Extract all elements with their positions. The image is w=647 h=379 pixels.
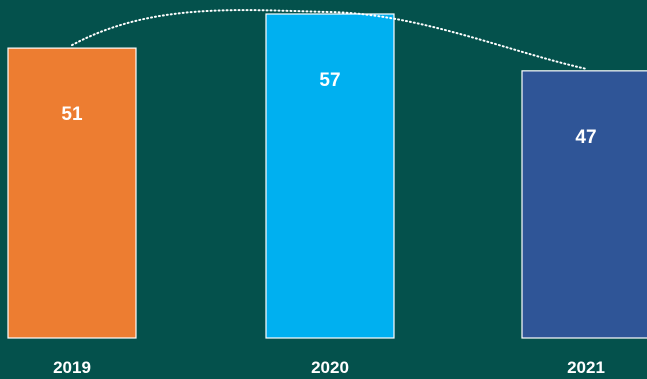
category-label-2019: 2019 <box>53 358 91 377</box>
value-label-2020: 57 <box>319 70 340 91</box>
value-label-2019: 51 <box>61 104 83 125</box>
bar-2020 <box>265 13 395 339</box>
bars-group <box>7 13 647 339</box>
bar-2021 <box>521 70 647 339</box>
value-label-2021: 47 <box>575 127 596 148</box>
value-labels-group: 51 57 47 <box>61 70 596 148</box>
category-label-2021: 2021 <box>567 358 605 377</box>
category-labels-group: 2019 2020 2021 <box>53 358 605 377</box>
category-label-2020: 2020 <box>311 358 349 377</box>
bar-2019 <box>7 47 137 339</box>
trend-line <box>71 9 587 70</box>
